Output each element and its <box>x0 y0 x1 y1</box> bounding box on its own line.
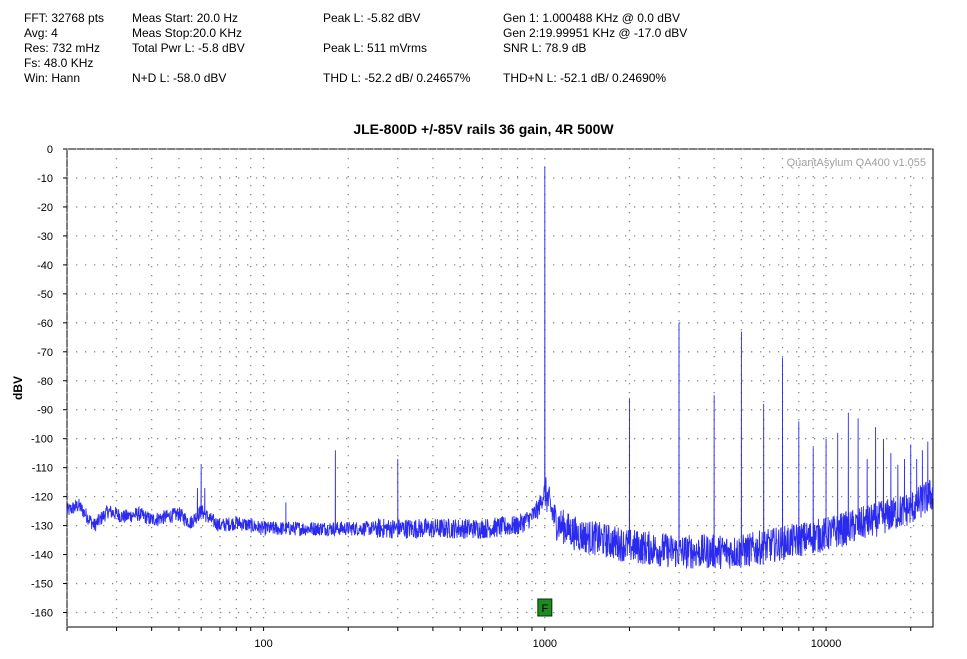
snr-readout: SNR L: 78.9 dB <box>503 41 587 55</box>
y-tick-label: -60 <box>37 318 53 330</box>
axis-ticks: 0 -10 -20 -30 -40 -50 -60 -70 -80 -90 -100 -110 -120… <box>31 144 912 650</box>
y-tick-label: -10 <box>37 173 53 185</box>
spectrum-trace <box>66 166 934 570</box>
y-tick-label: -140 <box>31 550 53 562</box>
y-tick-label: -40 <box>37 260 53 272</box>
watermark-label: QuantAsylum QA400 v1.055 <box>787 157 926 169</box>
fft-size-readout: FFT: 32768 pts <box>24 11 105 25</box>
gen2-readout: Gen 2:19.99951 KHz @ -17.0 dBV <box>503 26 688 40</box>
x-tick-label: 10000 <box>811 638 842 650</box>
thd-n-readout: THD+N L: -52.1 dB/ 0.24690% <box>503 71 667 85</box>
x-tick-label: 100 <box>254 638 272 650</box>
fundamental-marker-box[interactable] <box>537 598 553 617</box>
plot-frame <box>66 148 934 628</box>
y-tick-label: -50 <box>37 289 53 301</box>
gen1-readout: Gen 1: 1.000488 KHz @ 0.0 dBV <box>503 11 680 25</box>
x-tick-label: 1000 <box>533 638 557 650</box>
y-tick-label: -120 <box>31 492 53 504</box>
y-tick-label: -30 <box>37 231 53 243</box>
y-axis-label: dBV <box>11 376 25 400</box>
y-tick-label: -160 <box>31 608 53 620</box>
resolution-readout: Res: 732 mHz <box>24 41 101 55</box>
n-plus-d-readout: N+D L: -58.0 dBV <box>132 71 227 85</box>
spectrum-series <box>66 166 934 570</box>
peak-dbv-readout: Peak L: -5.82 dBV <box>323 11 421 25</box>
window-readout: Win: Hann <box>24 71 81 85</box>
meas-start-readout: Meas Start: 20.0 Hz <box>132 11 239 25</box>
fundamental-marker-label: F <box>541 603 548 615</box>
y-tick-label: -70 <box>37 347 53 359</box>
measurement-stats-panel: FFT: 32768 pts Avg: 4 Res: 732 mHz Fs: 4… <box>0 0 967 92</box>
meas-stop-readout: Meas Stop:20.0 KHz <box>132 26 243 40</box>
thd-readout: THD L: -52.2 dB/ 0.24657% <box>323 71 471 85</box>
y-tick-label: -20 <box>37 202 53 214</box>
total-power-readout: Total Pwr L: -5.8 dBV <box>132 41 245 55</box>
y-tick-label: -90 <box>37 405 53 417</box>
y-tick-label: -80 <box>37 376 53 388</box>
y-tick-label: -150 <box>31 579 53 591</box>
y-tick-label: -110 <box>32 463 53 475</box>
grid <box>66 148 933 627</box>
sample-rate-readout: Fs: 48.0 KHz <box>24 56 94 70</box>
peak-mvrms-readout: Peak L: 511 mVrms <box>323 41 428 55</box>
y-tick-label: -100 <box>31 434 53 446</box>
fundamental-marker[interactable]: F <box>537 598 553 617</box>
chart-title: JLE-800D +/-85V rails 36 gain, 4R 500W <box>353 121 614 137</box>
y-tick-label: -130 <box>31 521 53 533</box>
averages-readout: Avg: 4 <box>24 26 58 40</box>
y-tick-label: 0 <box>47 144 53 156</box>
